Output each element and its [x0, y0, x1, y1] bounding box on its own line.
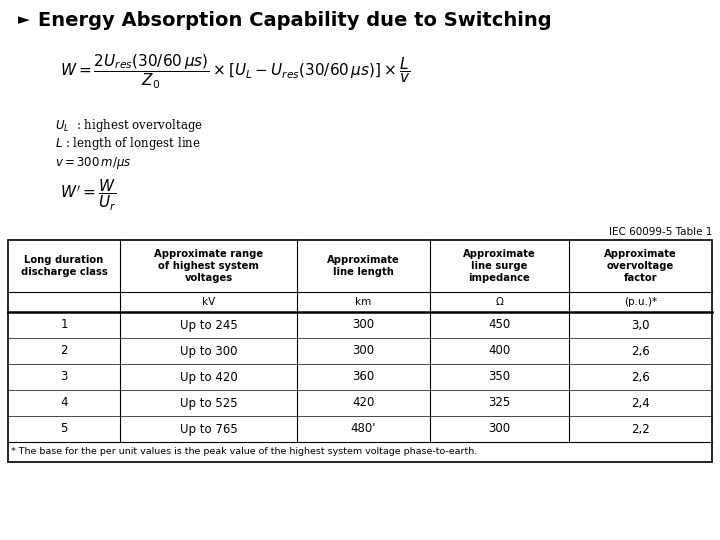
Text: Up to 525: Up to 525: [179, 396, 237, 409]
Text: 360: 360: [352, 370, 374, 383]
Text: $v = 300\,m/\mu s$: $v = 300\,m/\mu s$: [55, 155, 132, 171]
Text: 2,4: 2,4: [631, 396, 649, 409]
Text: Approximate
line length: Approximate line length: [327, 255, 400, 277]
Text: Approximate range
of highest system
voltages: Approximate range of highest system volt…: [154, 249, 263, 283]
Text: 300: 300: [352, 319, 374, 332]
Text: $W' = \dfrac{W}{U_r}$: $W' = \dfrac{W}{U_r}$: [60, 177, 117, 213]
Text: ad@yahoo.com: ad@yahoo.com: [356, 231, 564, 390]
Text: ►: ►: [18, 12, 30, 28]
Text: 300: 300: [352, 345, 374, 357]
Text: 350: 350: [488, 370, 510, 383]
Text: 2: 2: [60, 345, 68, 357]
Text: 2,6: 2,6: [631, 370, 649, 383]
Text: 4: 4: [60, 396, 68, 409]
Text: Energy Absorption Capability due to Switching: Energy Absorption Capability due to Swit…: [38, 10, 552, 30]
Text: Approximate
overvoltage
factor: Approximate overvoltage factor: [604, 249, 677, 283]
Text: 480': 480': [351, 422, 376, 435]
Text: Up to 300: Up to 300: [180, 345, 237, 357]
Text: $L$ : length of longest line: $L$ : length of longest line: [55, 136, 201, 152]
Text: Ω: Ω: [495, 297, 503, 307]
Text: Up to 420: Up to 420: [179, 370, 238, 383]
Text: $W = \dfrac{2U_{res}(30/60\,\mu s)}{Z_0}\times [U_L - U_{res}(30/60\,\mu s)] \ti: $W = \dfrac{2U_{res}(30/60\,\mu s)}{Z_0}…: [60, 53, 410, 91]
Text: Up to 245: Up to 245: [179, 319, 238, 332]
Text: 2,6: 2,6: [631, 345, 649, 357]
Bar: [8, 240, 712, 462]
Text: 3,0: 3,0: [631, 319, 649, 332]
Text: 450: 450: [488, 319, 510, 332]
Text: 3: 3: [60, 370, 68, 383]
Text: 1: 1: [60, 319, 68, 332]
Text: Approximate
line surge
impedance: Approximate line surge impedance: [463, 249, 536, 283]
Text: IEC 60099-5 Table 1: IEC 60099-5 Table 1: [608, 227, 712, 237]
Text: 300: 300: [488, 422, 510, 435]
Text: * The base for the per unit values is the peak value of the highest system volta: * The base for the per unit values is th…: [11, 448, 477, 456]
Text: kV: kV: [202, 297, 215, 307]
Text: Long duration
discharge class: Long duration discharge class: [21, 255, 107, 277]
Text: km: km: [355, 297, 372, 307]
Text: 5: 5: [60, 422, 68, 435]
Text: 400: 400: [488, 345, 510, 357]
Text: 420: 420: [352, 396, 374, 409]
Text: $U_L$  : highest overvoltage: $U_L$ : highest overvoltage: [55, 117, 203, 133]
Text: (p.u.)*: (p.u.)*: [624, 297, 657, 307]
Text: 2,2: 2,2: [631, 422, 649, 435]
Text: 325: 325: [488, 396, 510, 409]
Text: Up to 765: Up to 765: [179, 422, 238, 435]
